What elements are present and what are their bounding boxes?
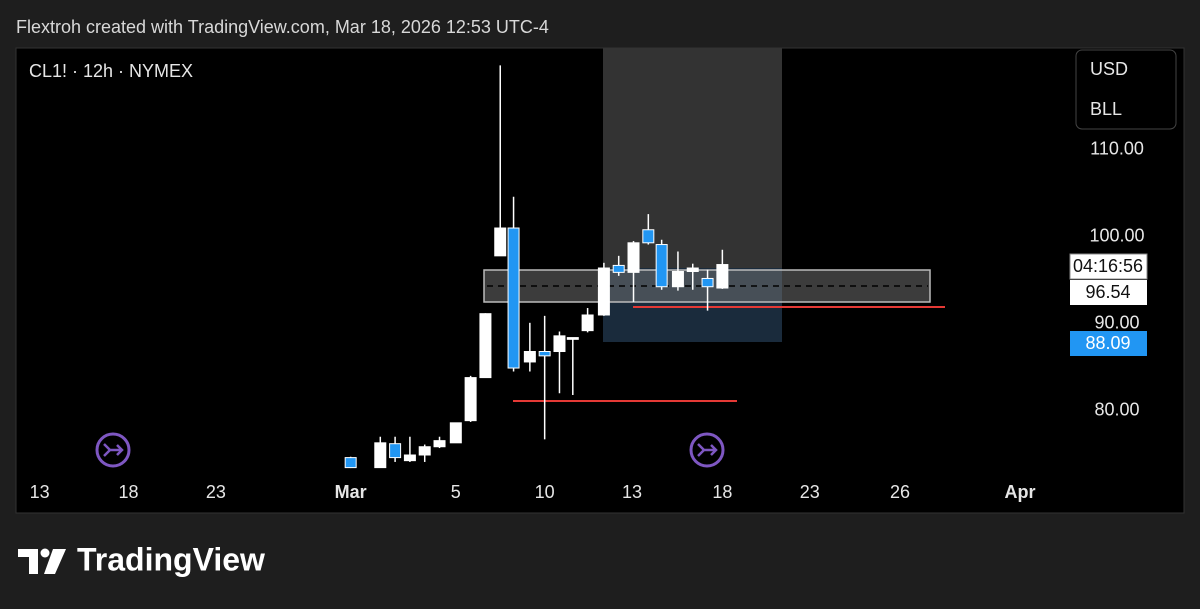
x-tick-label: 23 (800, 482, 820, 502)
candle-body (344, 457, 357, 469)
candle-body (418, 446, 431, 456)
currency: USD (1090, 59, 1128, 79)
candle-body (374, 442, 387, 469)
countdown-box (1069, 253, 1148, 280)
replay-icon[interactable] (689, 432, 725, 468)
logo (18, 548, 66, 574)
plot-area (483, 48, 945, 402)
candle-body (627, 242, 640, 273)
last-price: 96.54 (1085, 282, 1130, 302)
x-tick-label: 18 (119, 482, 139, 502)
candle-body (671, 271, 684, 288)
candle-body (433, 440, 446, 448)
countdown: 04:16:56 (1073, 256, 1143, 276)
last-price-box (1070, 280, 1147, 305)
y-tick-label: 80.00 (1094, 399, 1139, 419)
candle-body (701, 277, 714, 288)
candle-body (612, 264, 625, 273)
candle-body (716, 264, 729, 289)
candles (344, 65, 729, 469)
alert-price-box (1070, 331, 1147, 356)
replay-icon[interactable] (95, 432, 131, 468)
x-tick-label: 18 (712, 482, 732, 502)
candle-body (642, 229, 655, 244)
alert-price: 88.09 (1085, 333, 1130, 353)
candle-body (449, 422, 462, 444)
x-tick-label: 10 (535, 482, 555, 502)
y-axis: 80.00 90.00 100.00 110.00 (1062, 138, 1145, 419)
x-tick-label: 13 (622, 482, 642, 502)
y-tick-label: 90.00 (1094, 312, 1139, 332)
candle-body (686, 267, 699, 273)
x-tick-label: 26 (890, 482, 910, 502)
candle-body (389, 443, 402, 459)
candle-body (538, 351, 551, 357)
candle-body (523, 351, 536, 363)
x-tick-label: 5 (451, 482, 461, 502)
x-tick-label: 23 (206, 482, 226, 502)
y-tick-label: 110.00 (1090, 138, 1144, 158)
candle-body (581, 314, 594, 332)
y-tick-label: 100.00 (1089, 225, 1144, 245)
candle-body (655, 244, 668, 288)
candle-body (507, 227, 520, 369)
target-zone (603, 48, 782, 268)
footer-brand: TradingView (77, 541, 265, 577)
x-tick-label: Apr (1005, 482, 1036, 502)
header: Flextroh created with TradingView.com, M… (16, 17, 549, 37)
candle-body (566, 337, 579, 340)
x-tick-label: Mar (335, 482, 367, 502)
candle-body (597, 267, 610, 316)
candle-body (464, 377, 477, 422)
unit: BLL (1090, 99, 1122, 119)
candle-body (403, 454, 416, 462)
symbol: CL1! · 12h · NYMEX (29, 61, 193, 81)
currency-box[interactable] (1075, 49, 1177, 130)
x-tick-label: 13 (30, 482, 50, 502)
candle-body (479, 313, 492, 379)
candle-body (494, 227, 507, 257)
candle-body (553, 335, 566, 353)
